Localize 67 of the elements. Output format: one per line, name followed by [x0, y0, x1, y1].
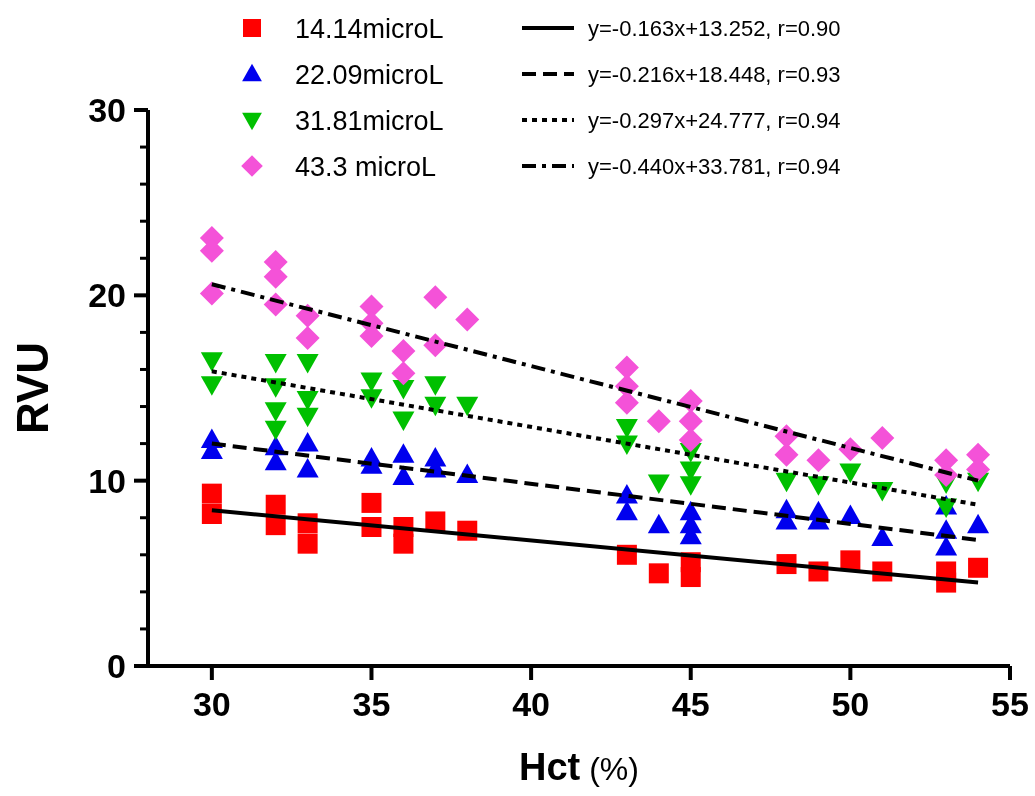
point [615, 418, 638, 439]
point [615, 500, 638, 521]
point [967, 513, 990, 534]
point [392, 411, 415, 432]
point [870, 426, 895, 451]
x-tick-label: 30 [192, 685, 231, 723]
point [200, 376, 223, 396]
point [774, 442, 799, 467]
point [199, 281, 224, 306]
point [679, 476, 702, 496]
point [424, 376, 447, 396]
point [647, 513, 670, 534]
point [296, 458, 319, 478]
point [391, 338, 416, 363]
point [297, 533, 318, 554]
point [424, 396, 447, 417]
point [264, 402, 287, 422]
x-tick-label: 50 [831, 685, 870, 723]
point [840, 550, 861, 571]
point [265, 494, 286, 515]
legend-label: 14.14microL [295, 14, 444, 44]
y-tick-label: 0 [107, 647, 126, 685]
point [968, 557, 989, 578]
point [839, 463, 862, 483]
point [806, 448, 831, 473]
legend-label: 31.81microL [295, 106, 444, 136]
point [646, 409, 671, 434]
point [391, 361, 416, 386]
point [392, 443, 415, 463]
point [360, 389, 383, 409]
legend-label: y=-0.440x+33.781, r=0.94 [588, 154, 841, 179]
point [264, 354, 287, 374]
legend-label: y=-0.216x+18.448, r=0.93 [588, 62, 841, 87]
point [678, 427, 703, 452]
point [296, 354, 319, 374]
x-tick-label: 45 [671, 685, 710, 723]
point [935, 535, 958, 556]
x-tick-label: 40 [512, 685, 551, 723]
point [648, 563, 669, 584]
point [200, 352, 223, 372]
y-tick-label: 30 [88, 91, 126, 129]
y-axis-title: RVU [8, 341, 57, 435]
point [296, 407, 319, 428]
point [614, 355, 639, 380]
x-axis-title: Hct (%) [519, 746, 639, 788]
legend-label: y=-0.297x+24.777, r=0.94 [588, 108, 841, 133]
point [201, 483, 222, 504]
point [456, 396, 479, 417]
x-tick-label: 35 [352, 685, 391, 723]
y-tick-label: 10 [88, 461, 126, 500]
point [423, 333, 448, 358]
point [423, 285, 448, 310]
point [455, 307, 480, 332]
point [393, 533, 414, 554]
point [361, 492, 382, 513]
legend-label: 22.09microL [295, 60, 444, 90]
legend-label: 43.3 microL [295, 152, 437, 182]
point [201, 504, 222, 525]
point [296, 432, 319, 452]
point [680, 567, 701, 588]
point [678, 409, 703, 434]
legend-label: y=-0.163x+13.252, r=0.90 [588, 16, 841, 41]
point [295, 325, 320, 350]
y-tick-label: 20 [88, 276, 126, 315]
point [296, 391, 319, 411]
point [264, 420, 287, 441]
x-tick-label: 55 [991, 685, 1029, 723]
